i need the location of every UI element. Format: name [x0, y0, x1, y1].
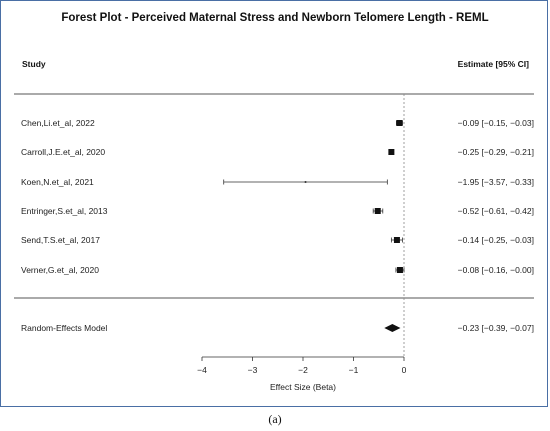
x-tick-label: −4 — [197, 365, 207, 375]
estimate-label: −0.52 [−0.61, −0.42] — [458, 206, 534, 216]
summary-diamond — [384, 324, 401, 332]
point-estimate — [393, 237, 400, 243]
estimate-label: −0.25 [−0.29, −0.21] — [458, 147, 534, 157]
study-label: Carroll,J.E.et_al, 2020 — [21, 147, 105, 157]
study-label: Send,T.S.et_al, 2017 — [21, 235, 100, 245]
x-axis-label: Effect Size (Beta) — [270, 382, 336, 392]
estimate-label: −0.14 [−0.25, −0.03] — [458, 235, 534, 245]
figure-caption: (a) — [268, 412, 282, 426]
point-estimate — [304, 181, 307, 183]
x-tick-label: −1 — [349, 365, 359, 375]
study-label: Entringer,S.et_al, 2013 — [21, 206, 108, 216]
x-tick-label: 0 — [402, 365, 407, 375]
estimate-label: −1.95 [−3.57, −0.33] — [458, 177, 534, 187]
estimate-column-header: Estimate [95% CI] — [457, 59, 529, 69]
chart-title: Forest Plot - Perceived Maternal Stress … — [61, 12, 489, 24]
point-estimate — [388, 149, 395, 155]
summary-label: Random-Effects Model — [21, 323, 107, 333]
point-estimate — [396, 267, 403, 273]
estimate-label: −0.09 [−0.15, −0.03] — [458, 118, 534, 128]
study-column-header: Study — [22, 59, 46, 69]
study-label: Verner,G.et_al, 2020 — [21, 265, 99, 275]
x-tick-label: −2 — [298, 365, 308, 375]
estimate-label: −0.08 [−0.16, −0.00] — [458, 265, 534, 275]
study-label: Koen,N.et_al, 2021 — [21, 177, 94, 187]
point-estimate — [396, 120, 403, 126]
figure-frame: Forest Plot - Perceived Maternal Stress … — [0, 0, 548, 407]
summary-estimate-label: −0.23 [−0.39, −0.07] — [458, 323, 534, 333]
point-estimate — [374, 208, 381, 214]
study-label: Chen,Li.et_al, 2022 — [21, 118, 95, 128]
x-tick-label: −3 — [248, 365, 258, 375]
